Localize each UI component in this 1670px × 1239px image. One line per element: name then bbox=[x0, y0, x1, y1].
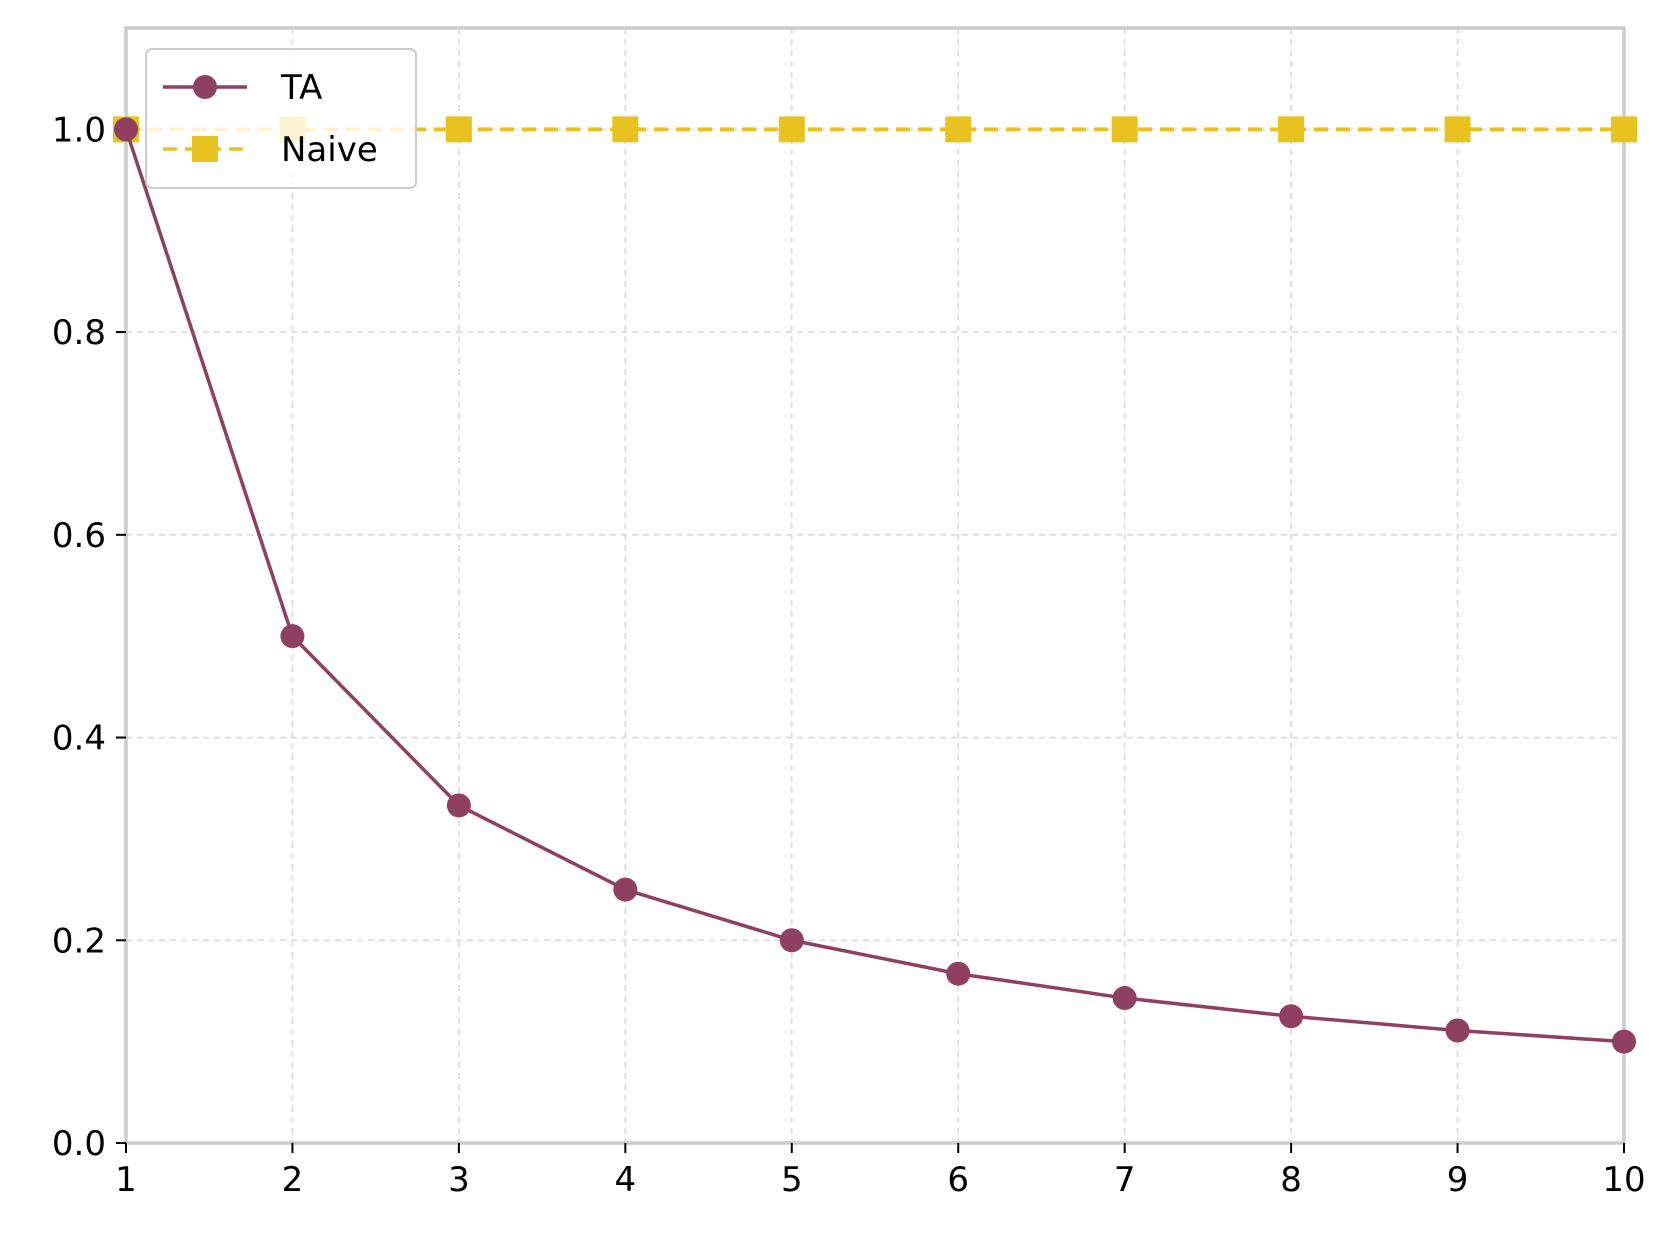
data-point-ta bbox=[280, 624, 305, 649]
data-point-naive bbox=[1611, 116, 1637, 143]
y-tick-label: 0.6 bbox=[52, 516, 106, 556]
legend-label-ta: TA bbox=[280, 68, 322, 108]
legend: TA Naive bbox=[145, 48, 417, 189]
data-point-ta bbox=[1445, 1018, 1470, 1043]
y-tick-label: 1.0 bbox=[52, 110, 106, 150]
x-tick-label: 9 bbox=[1447, 1160, 1469, 1200]
data-point-ta bbox=[1112, 986, 1137, 1011]
axes: 1 2 3 4 5 6 7 8 9 10 0.0 0.2 0.4 0.6 0.8 1.0 bbox=[52, 26, 1646, 1200]
data-point-ta bbox=[1612, 1029, 1636, 1054]
data-point-ta bbox=[446, 793, 471, 818]
data-point-ta bbox=[114, 117, 138, 142]
data-point-naive bbox=[945, 116, 972, 143]
y-tick-label: 0.0 bbox=[52, 1124, 106, 1164]
series-layer bbox=[113, 116, 1637, 1054]
x-tick-label: 3 bbox=[448, 1160, 470, 1200]
x-tick-label: 5 bbox=[781, 1160, 803, 1200]
legend-label-naive: Naive bbox=[281, 130, 378, 170]
data-point-naive bbox=[612, 116, 639, 143]
legend-marker-ta bbox=[193, 75, 217, 99]
x-tick-label: 1 bbox=[115, 1160, 137, 1200]
x-tick-label: 6 bbox=[947, 1160, 969, 1200]
x-tick-label: 10 bbox=[1602, 1160, 1645, 1200]
data-point-ta bbox=[946, 961, 971, 986]
series-ta bbox=[114, 117, 1636, 1054]
x-tick-label: 2 bbox=[282, 1160, 304, 1200]
data-point-ta bbox=[613, 877, 638, 902]
x-tick-label: 7 bbox=[1114, 1160, 1136, 1200]
legend-marker-naive bbox=[192, 136, 218, 162]
y-tick-label: 0.4 bbox=[52, 719, 106, 759]
data-point-naive bbox=[445, 116, 472, 143]
data-point-naive bbox=[778, 116, 805, 143]
data-point-naive bbox=[1111, 116, 1138, 143]
plot-frame bbox=[124, 26, 1626, 1145]
x-tick-label: 4 bbox=[615, 1160, 637, 1200]
data-point-ta bbox=[1279, 1004, 1304, 1029]
data-point-naive bbox=[1278, 116, 1305, 143]
y-tick-label: 0.2 bbox=[52, 921, 106, 961]
data-point-ta bbox=[779, 928, 804, 953]
series-line-ta bbox=[124, 128, 1625, 1044]
grid-lines bbox=[125, 28, 1625, 1144]
y-tick-label: 0.8 bbox=[52, 313, 106, 353]
x-tick-label: 8 bbox=[1280, 1160, 1302, 1200]
data-point-naive bbox=[1444, 116, 1471, 143]
